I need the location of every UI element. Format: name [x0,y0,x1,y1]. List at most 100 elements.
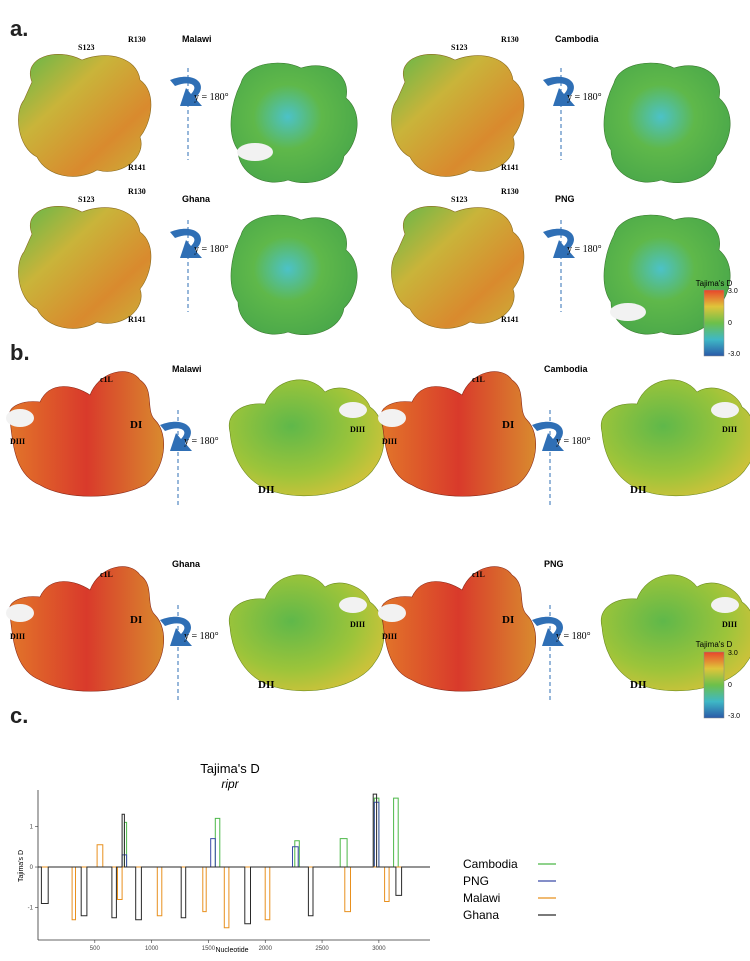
rotation-arrow [543,228,575,258]
panel-b-group-ghana: y = 180° Ghana c1L DI DIII DII DIII [6,559,385,700]
residue-label: R130 [501,187,519,196]
series-line-ghana [38,793,430,925]
scale-a-mid: 0 [728,320,732,327]
residue-label: S123 [78,195,94,204]
back-surface [230,214,358,336]
panel-label-c: c. [10,703,29,728]
residue-label: R141 [501,163,519,172]
rotation-label: y = 180° [567,244,602,255]
chart-ylabel: Tajima's D [18,850,25,882]
x-tick-label: 3000 [372,946,386,952]
country-label: Cambodia [555,34,600,44]
y-tick-label: 0 [30,865,34,871]
scale-b-min: -3.0 [728,713,740,720]
scale-a-min: -3.0 [728,351,740,358]
panel-label-a: a. [10,16,29,41]
chart-subtitle: ripr [221,777,239,791]
rotation-label: y = 180° [556,631,591,642]
tajima-chart: Tajima's D ripr 500 1000 1500 2000 2500 3000 1… [18,761,556,954]
x-tick-label: 1500 [202,946,216,952]
scale-b-bar [703,651,725,719]
legend-label-malawi: Malawi [463,891,500,905]
country-label: Malawi [182,34,212,44]
colour-scale-a: Tajima's D 3.0 0 -3.0 [696,279,740,358]
country-label: Cambodia [544,364,589,374]
domain-label: DIII [722,425,737,434]
x-tick-label: 2500 [315,946,329,952]
domain-label: DII [258,484,275,496]
residue-label: R141 [128,315,146,324]
rotation-label: y = 180° [567,92,602,103]
domain-label: c1L [472,570,485,579]
scale-a-max: 3.0 [728,288,738,295]
rotation-arrow [170,76,202,106]
panel-b-group-cambodia: y = 180° Cambodia c1L DI DIII DII DIII [378,364,750,505]
front-surface [391,205,525,329]
rotation-label: y = 180° [556,436,591,447]
residue-label: R130 [128,35,146,44]
back-surface [228,574,385,692]
back-surface [600,379,750,497]
back-surface [603,62,731,184]
front-surface [18,53,152,177]
x-tick-label: 2000 [259,946,273,952]
legend-label-cambodia: Cambodia [463,857,518,871]
legend-label-ghana: Ghana [463,908,499,922]
panel-b-group-malawi: y = 180° Malawi c1L DI DIII DII DIII [6,364,385,505]
unresolved-patch [711,597,739,613]
residue-label: R130 [501,35,519,44]
legend-label-png: PNG [463,874,489,888]
domain-label: DIII [382,437,397,446]
domain-label: DII [630,679,647,691]
panel-b-structures: y = 180° Malawi c1L DI DIII DII DIII y = 180° Ca… [6,364,750,700]
residue-label: S123 [78,43,94,52]
rotation-arrow [543,76,575,106]
domain-label: c1L [100,375,113,384]
back-surface [228,379,385,497]
domain-label: DII [258,679,275,691]
residue-label: S123 [451,195,467,204]
country-label: Ghana [172,559,201,569]
front-surface [8,566,165,692]
domain-label: c1L [100,570,113,579]
domain-label: c1L [472,375,485,384]
domain-label: DI [502,419,514,431]
panel-a-structures: y = 180° Malawi S123 R130 R141 y = 180° Cambod… [18,34,731,336]
panel-a-group-png: y = 180° PNG S123 R130 R141 [391,187,731,336]
domain-label: DIII [10,632,25,641]
domain-label: DIII [350,425,365,434]
unresolved-patch [339,597,367,613]
chart-xlabel: Nucleotide [215,947,248,954]
unresolved-patch [610,303,646,321]
back-surface [230,62,358,184]
domain-label: DI [502,614,514,626]
domain-label: DIII [350,620,365,629]
residue-label: S123 [451,43,467,52]
domain-label: DII [630,484,647,496]
series-line-malawi [38,844,430,929]
domain-label: DIII [382,632,397,641]
residue-label: R130 [128,187,146,196]
front-surface [391,53,525,177]
unresolved-patch [6,409,34,427]
front-surface [380,371,537,497]
rotation-label: y = 180° [194,92,229,103]
panel-a-group-malawi: y = 180° Malawi S123 R130 R141 [18,34,358,184]
country-label: Ghana [182,194,211,204]
rotation-arrow [170,228,202,258]
x-tick-label: 500 [90,946,101,952]
panel-label-b: b. [10,340,30,365]
y-tick-label: -1 [28,906,34,912]
domain-label: DI [130,419,142,431]
chart-title: Tajima's D [200,761,260,776]
panel-a-group-ghana: y = 180° Ghana S123 R130 R141 [18,187,358,336]
scale-a-title: Tajima's D [696,279,733,288]
residue-label: R141 [501,315,519,324]
rotation-label: y = 180° [184,436,219,447]
domain-label: DI [130,614,142,626]
front-surface [380,566,537,692]
rotation-label: y = 180° [194,244,229,255]
unresolved-patch [378,409,406,427]
colour-scale-b: Tajima's D 3.0 0 -3.0 [696,640,740,720]
scale-b-mid: 0 [728,682,732,689]
